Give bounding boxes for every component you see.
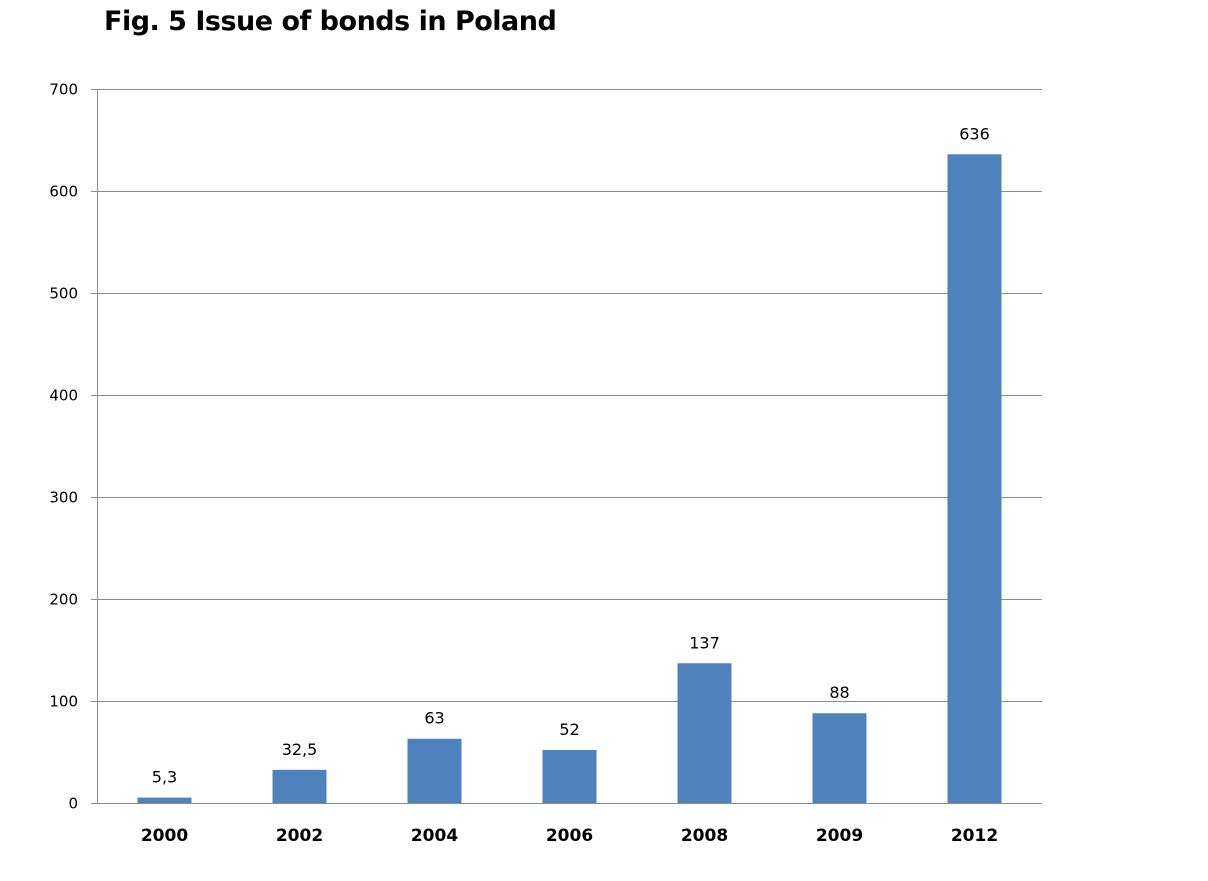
data-label: 88 [829, 683, 849, 702]
y-tick-label: 100 [49, 693, 78, 711]
x-tick-label: 2000 [141, 826, 188, 846]
x-tick-label: 2006 [546, 826, 593, 846]
bar [542, 749, 597, 803]
x-tick-label: 2004 [411, 826, 458, 846]
data-label: 5,3 [152, 768, 177, 787]
bar [947, 154, 1002, 803]
data-label: 636 [959, 124, 990, 143]
y-tick-label: 200 [49, 591, 78, 609]
labels: 0 100 200 300 400 500 600 700 5,3 2000 32,5 2002 63 2… [49, 81, 998, 847]
bar [812, 713, 867, 803]
y-tick-label: 600 [49, 183, 78, 201]
chart-title: Fig. 5 Issue of bonds in Poland [104, 6, 557, 37]
data-label: 137 [689, 633, 720, 652]
x-tick-label: 2008 [681, 826, 728, 846]
bar [272, 769, 327, 803]
gridlines [97, 89, 1042, 702]
bar [137, 797, 192, 803]
x-tick-label: 2012 [951, 826, 998, 846]
x-tick-label: 2009 [816, 826, 863, 846]
y-tick-label: 400 [49, 387, 78, 405]
axes [91, 89, 1042, 804]
y-tick-label: 500 [49, 285, 78, 303]
bar [677, 663, 732, 803]
y-tick-label: 300 [49, 489, 78, 507]
y-tick-label: 0 [68, 795, 78, 813]
data-label: 52 [559, 720, 579, 739]
x-tick-label: 2002 [276, 826, 323, 846]
bar [407, 738, 462, 803]
bars [137, 154, 1002, 803]
y-tick-label: 700 [49, 81, 78, 99]
data-label: 32,5 [282, 740, 318, 759]
data-label: 63 [424, 709, 444, 728]
